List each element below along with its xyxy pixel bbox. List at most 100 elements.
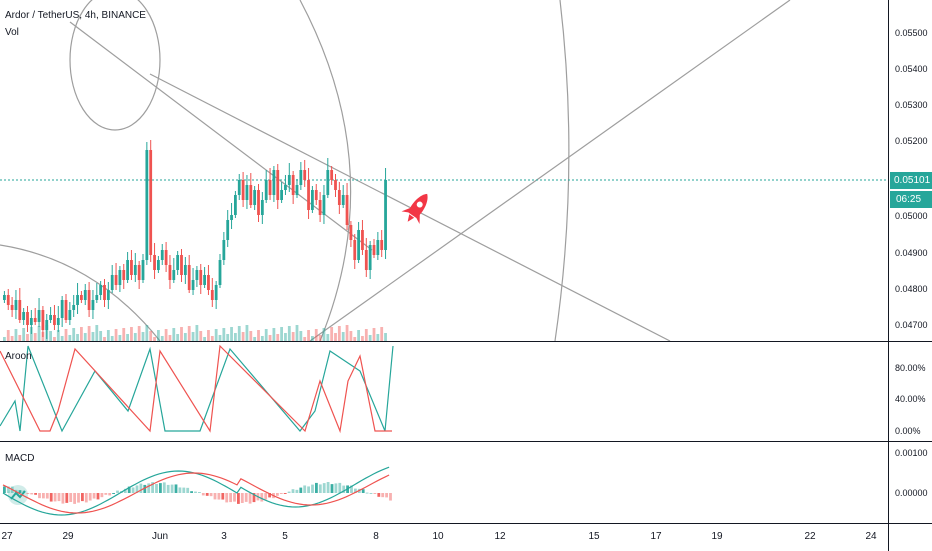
pane-separator[interactable] — [0, 341, 932, 342]
macd-histogram-bar — [279, 493, 283, 494]
candle-body — [72, 305, 76, 310]
macd-histogram-bar — [100, 493, 104, 498]
aroon-pane[interactable]: Aroon — [0, 341, 888, 441]
volume-bar — [145, 325, 149, 341]
time-axis[interactable]: 27 29 Jun 3 5 8 10 12 15 17 19 22 24 — [0, 523, 888, 551]
aroon-label[interactable]: Aroon — [5, 351, 32, 362]
candle-body — [133, 265, 137, 275]
volume-bar — [276, 334, 280, 341]
candle-body — [64, 300, 68, 320]
macd-histogram-bar — [65, 493, 69, 503]
candle-body — [284, 185, 287, 190]
candle-body — [226, 220, 230, 240]
macd-histogram-bar — [92, 493, 96, 499]
drawing-tools[interactable] — [0, 0, 791, 341]
macd-histogram-bar — [237, 493, 240, 504]
arc-large-center[interactable] — [299, 0, 352, 341]
macd-histogram-bar — [30, 493, 34, 495]
aroon-down-line — [0, 344, 392, 434]
pane-separator[interactable] — [0, 441, 932, 442]
candle-body — [287, 175, 291, 185]
arc-right[interactable] — [554, 0, 570, 341]
volume-bar — [80, 327, 83, 341]
macd-axis[interactable]: 0.00100 0.00000 — [888, 442, 932, 523]
aroon-canvas[interactable] — [0, 341, 888, 441]
candle-body — [384, 180, 387, 250]
candle-body — [149, 150, 153, 255]
volume-bar — [126, 334, 129, 341]
volume-bar — [187, 326, 191, 341]
volume-bar — [326, 334, 330, 341]
macd-histogram-bar — [221, 493, 225, 500]
candle-body — [22, 312, 26, 320]
candle-body — [6, 295, 10, 305]
macd-canvas[interactable] — [0, 441, 888, 523]
candle-body — [214, 285, 218, 300]
macd-histogram-bar — [151, 482, 154, 493]
time-tick: 15 — [588, 531, 600, 542]
volume-legend[interactable]: Vol — [5, 27, 19, 38]
candle-body — [110, 275, 114, 290]
macd-histogram-bar — [127, 486, 131, 493]
macd-histogram-bar — [77, 493, 80, 503]
volume-bar — [341, 332, 345, 341]
candle-body — [207, 275, 210, 290]
volume-bar — [6, 330, 10, 341]
volume-bar — [214, 329, 218, 341]
macd-histogram-bar — [131, 487, 135, 493]
macd-label[interactable]: MACD — [5, 453, 35, 464]
volume-bar — [130, 327, 133, 341]
price-chart-pane[interactable]: Ardor / TetherUS, 4h, BINANCE Vol — [0, 0, 888, 341]
volume-bar — [307, 330, 310, 341]
volume-bar — [3, 337, 6, 341]
arc-bottom-left[interactable] — [0, 244, 161, 341]
time-tick: 29 — [62, 531, 74, 542]
arc-top-left[interactable] — [69, 0, 161, 131]
volume-bar — [103, 337, 106, 341]
macd-histogram-bar — [123, 488, 127, 493]
volume-bar — [76, 334, 79, 341]
macd-histogram-bar — [373, 493, 377, 494]
volume-bar — [237, 326, 241, 341]
aroon-tick: 0.00% — [895, 426, 921, 436]
macd-histogram-bar — [198, 492, 201, 493]
candle-body — [168, 265, 172, 280]
volume-bar — [195, 325, 199, 341]
macd-histogram-bar — [61, 493, 65, 504]
volume-bar — [191, 332, 195, 341]
macd-histogram-bar — [3, 486, 6, 493]
volume-bar — [22, 328, 26, 341]
trendline-ascending[interactable] — [309, 0, 791, 341]
symbol-title[interactable]: Ardor / TetherUS, 4h, BINANCE — [5, 10, 146, 21]
candle-body — [14, 300, 18, 310]
volume-bar — [349, 331, 353, 341]
price-tick: 0.04800 — [895, 284, 928, 294]
candle-body — [99, 285, 103, 295]
candle-body — [337, 190, 341, 205]
macd-histogram-bar — [389, 493, 392, 501]
rocket-icon[interactable] — [399, 188, 437, 228]
price-chart-canvas[interactable] — [0, 0, 888, 341]
candle-body — [253, 190, 257, 205]
macd-histogram-bar — [57, 493, 61, 502]
macd-histogram-bar — [326, 482, 330, 493]
trendline-descending[interactable] — [149, 73, 671, 341]
trendline-upper[interactable] — [69, 21, 373, 251]
macd-histogram-bar — [315, 482, 318, 493]
candle-body — [103, 285, 106, 300]
candle-body — [153, 255, 156, 270]
candle-body — [114, 275, 118, 285]
volume-bar — [376, 334, 380, 341]
candle-body — [249, 185, 253, 205]
volume-bar — [291, 332, 295, 341]
aroon-axis[interactable]: 80.00% 40.00% 0.00% — [888, 342, 932, 441]
time-tick: Jun — [151, 531, 169, 542]
candle-body — [272, 170, 276, 195]
macd-histogram-bar — [311, 484, 314, 493]
volume-bar — [199, 331, 203, 341]
candle-body — [341, 195, 345, 205]
volume-bar — [230, 327, 233, 341]
macd-histogram-bar — [182, 487, 186, 493]
price-axis[interactable]: 0.05500 0.05400 0.05300 0.05200 0.05000 … — [888, 0, 932, 341]
macd-pane[interactable]: MACD — [0, 441, 888, 523]
